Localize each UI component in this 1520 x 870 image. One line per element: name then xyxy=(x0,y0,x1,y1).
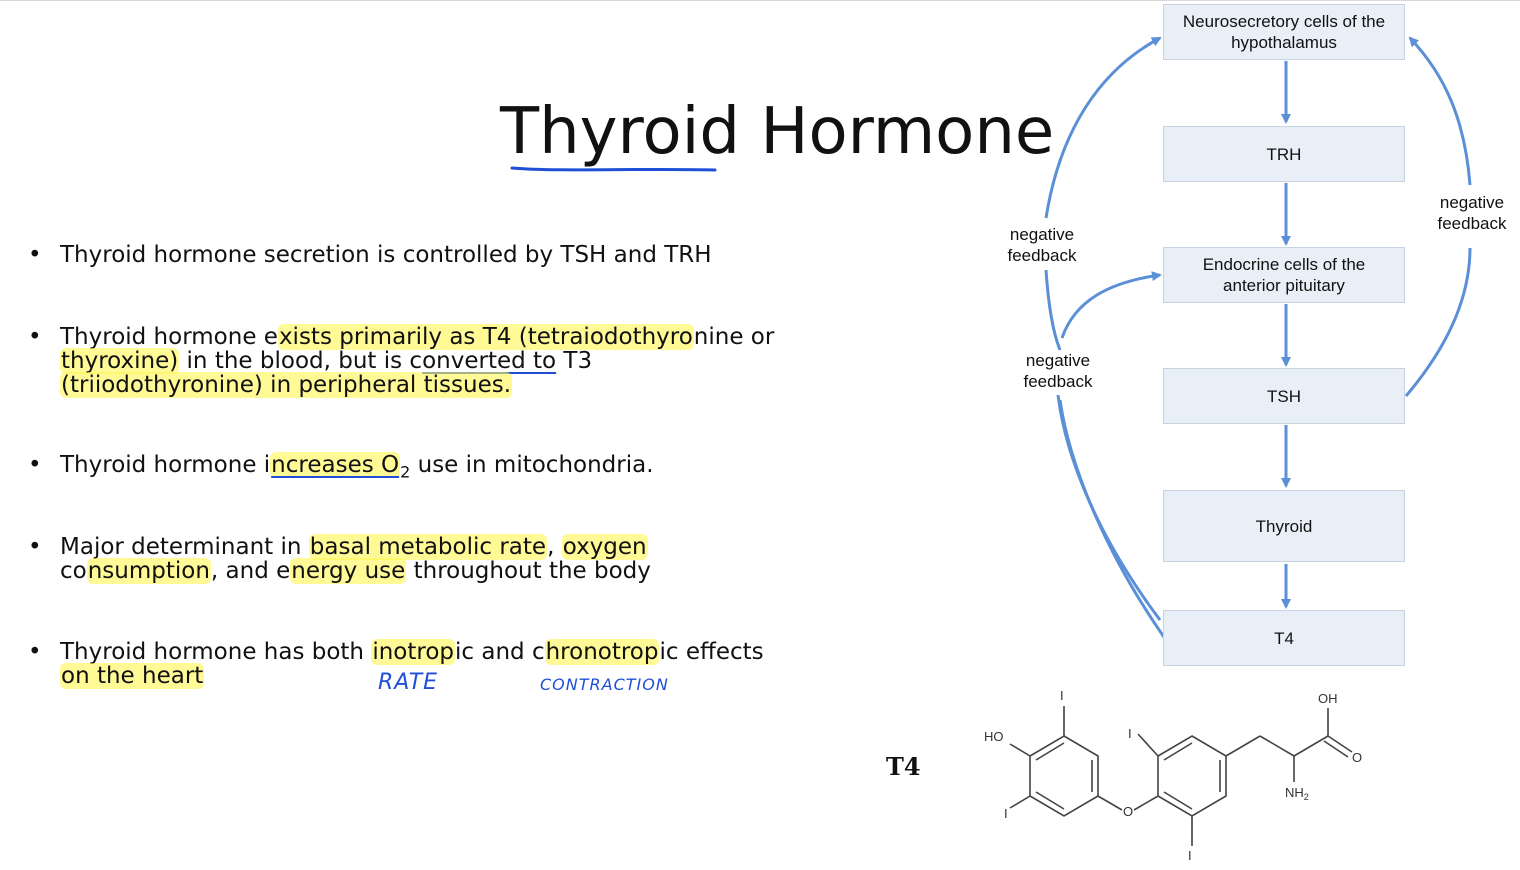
handwritten-note-rate: RATE xyxy=(378,670,439,695)
feedback-arrow-right xyxy=(1406,38,1472,397)
bullet-text-run: Major determinant in xyxy=(60,534,309,560)
bullet-text-run: , xyxy=(547,534,562,560)
bullet-text-sub: 2 xyxy=(400,462,411,482)
bullet-text-highlight: basal metabolic rate xyxy=(308,534,548,560)
bullet-text-run: Thyroid hormone e xyxy=(60,324,278,350)
bullet-text-run: use in mitochondria. xyxy=(410,452,654,478)
bullet-text-run: T3 xyxy=(556,348,593,374)
bullet-text-highlight-underline: ncreases O xyxy=(270,452,401,478)
bullet-text-highlight: nergy use xyxy=(290,558,407,584)
bullet-text-highlight: oxygen xyxy=(561,534,648,560)
bullet-text-run: ic effects xyxy=(659,639,764,665)
bullet-text-run: Thyroid hormone has both xyxy=(60,639,372,665)
box-t4: T4 xyxy=(1163,610,1405,666)
box-tsh: TSH xyxy=(1163,368,1405,424)
bullet-text-run: co xyxy=(60,558,87,584)
bullet-text-highlight: inotrop xyxy=(371,639,456,665)
bullet-text: Major determinant in basal metabolic rat… xyxy=(60,534,820,584)
bullet-text-run: , and e xyxy=(210,558,291,584)
feedback-label-left-mid: negative feedback xyxy=(1023,351,1093,391)
feedback-arrow-left-outer-lower xyxy=(1044,269,1062,351)
bullet-marker: • xyxy=(28,324,42,350)
bullet-text-highlight: (triiodothyronine) in peripheral tissues… xyxy=(60,372,513,398)
bullet-text: Thyroid hormone exists primarily as T4 (… xyxy=(60,324,820,398)
bullet-text-highlight: on the heart xyxy=(60,663,205,689)
bullet-text-highlight: nsumption xyxy=(86,558,211,584)
bullet-text-run: nine or xyxy=(693,324,775,350)
feedback-arrow-left-mid xyxy=(1060,271,1162,339)
bullet-text-run: Thyroid hormone secretion is controlled … xyxy=(60,242,712,268)
bullet-marker: • xyxy=(28,534,42,560)
bullet-text: Thyroid hormone secretion is controlled … xyxy=(60,243,820,267)
slide-title: Thyroid Hormone xyxy=(500,95,1055,169)
box-thyroid: Thyroid xyxy=(1163,490,1405,562)
bullet-text-highlight: thyroxine) xyxy=(60,348,180,374)
bullet-text: Thyroid hormone has both inotropic and c… xyxy=(60,639,820,689)
box-hypothalamus: Neurosecretory cells of the hypothalamus xyxy=(1163,4,1405,60)
molecule-label: T4 xyxy=(886,752,921,781)
bullet-text: Thyroid hormone increases O2 use in mito… xyxy=(60,452,820,485)
bullet-marker: • xyxy=(28,242,42,268)
bullet-text-run: in the blood, but is c xyxy=(179,348,423,374)
bullet-marker: • xyxy=(28,452,42,478)
top-border xyxy=(0,0,1520,1)
box-anterior-pituitary: Endocrine cells of the anterior pituitary xyxy=(1163,247,1405,303)
box-trh: TRH xyxy=(1163,126,1405,182)
feedback-arrow-left-outer xyxy=(1044,36,1162,219)
feedback-label-right: negative feedback xyxy=(1437,193,1507,233)
bullet-text-underline: onverted to xyxy=(422,348,557,374)
bullet-text-highlight: hronotrop xyxy=(544,639,660,665)
bullet-marker: • xyxy=(28,639,42,665)
bullet-text-highlight: xists primarily as T4 (tetraiodothyro xyxy=(277,324,694,350)
bullet-text-run: Thyroid hormone i xyxy=(60,452,271,478)
bullet-text-run: throughout the body xyxy=(406,558,651,584)
handwritten-note-contraction: CONTRACTION xyxy=(540,675,669,694)
feedback-label-left-top: negative feedback xyxy=(1007,225,1077,265)
bullet-text-run: ic and c xyxy=(455,639,545,665)
feedback-arrow-t4-b xyxy=(1056,394,1162,621)
